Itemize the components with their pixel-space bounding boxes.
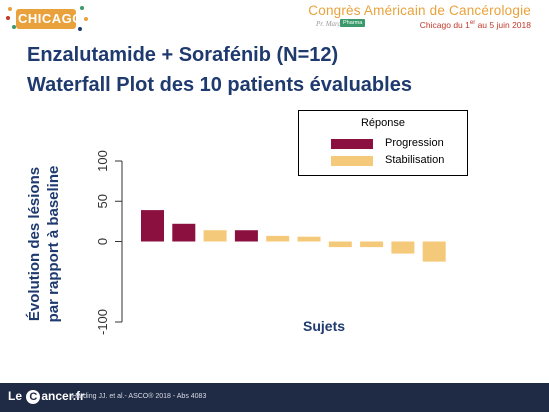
legend-label-stabilisation: Stabilisation bbox=[385, 154, 445, 166]
legend-title: Réponse bbox=[360, 117, 406, 129]
brand-c-icon: C bbox=[26, 390, 41, 404]
bar-subject-1 bbox=[141, 210, 164, 242]
bar-subject-4 bbox=[234, 230, 258, 242]
bar-subject-5 bbox=[266, 235, 290, 242]
bar-subject-6 bbox=[297, 236, 321, 242]
bar-subject-2 bbox=[172, 223, 196, 242]
y-tick-label: 100 bbox=[95, 150, 110, 172]
bar-subject-9 bbox=[391, 241, 415, 254]
y-tick-label: 50 bbox=[95, 194, 110, 208]
footer-reference: Harding JJ. et al.- ASCO® 2018 - Abs 408… bbox=[72, 393, 207, 400]
y-axis-label-line1: Évolution des lésions bbox=[26, 166, 43, 322]
chart-legend: Réponse Progression Stabilisation bbox=[298, 110, 468, 176]
brand-suffix: ancer.fr bbox=[41, 389, 85, 403]
dates-prefix: Chicago du 1 bbox=[419, 20, 470, 30]
legend-swatch-stabilisation bbox=[331, 156, 373, 166]
brand-prefix: Le bbox=[8, 389, 23, 403]
logo-text: CHICAGO bbox=[18, 11, 83, 26]
bar-subject-10 bbox=[422, 241, 446, 262]
sponsor-signature: Pr. Marc Scrive bbox=[316, 20, 360, 28]
logo-box bbox=[16, 9, 76, 29]
y-tick-label: 0 bbox=[95, 238, 110, 245]
sponsor-badge: Pharma bbox=[340, 19, 366, 27]
dates-sup: er bbox=[469, 20, 476, 27]
bar-subject-3 bbox=[203, 230, 227, 242]
slide-title-line2: Waterfall Plot des 10 patients évaluable… bbox=[27, 74, 412, 96]
y-axis-label-text: Évolution des lésions par rapport à base… bbox=[25, 166, 63, 323]
legend-swatch-progression bbox=[331, 139, 373, 149]
header-banner: CHICAGO Pr. Marc Scrive Pharma Congrès A… bbox=[0, 0, 549, 38]
bar-subject-7 bbox=[328, 241, 352, 248]
y-tick-label: -100 bbox=[95, 309, 110, 335]
chicago-logo: CHICAGO bbox=[4, 3, 92, 33]
dates-rest: au 5 juin 2018 bbox=[475, 20, 531, 30]
y-axis-label-line2: par rapport à baseline bbox=[45, 165, 62, 323]
slide-title-line1: Enzalutamide + Sorafénib (N=12) bbox=[27, 44, 339, 66]
conference-dates: Chicago du 1er au 5 juin 2018 bbox=[420, 20, 531, 30]
x-axis-label: Sujets bbox=[303, 318, 346, 334]
bar-subject-8 bbox=[360, 241, 384, 248]
conference-title: Congrès Américain de Cancérologie bbox=[308, 3, 531, 18]
legend-label-progression: Progression bbox=[385, 137, 444, 149]
